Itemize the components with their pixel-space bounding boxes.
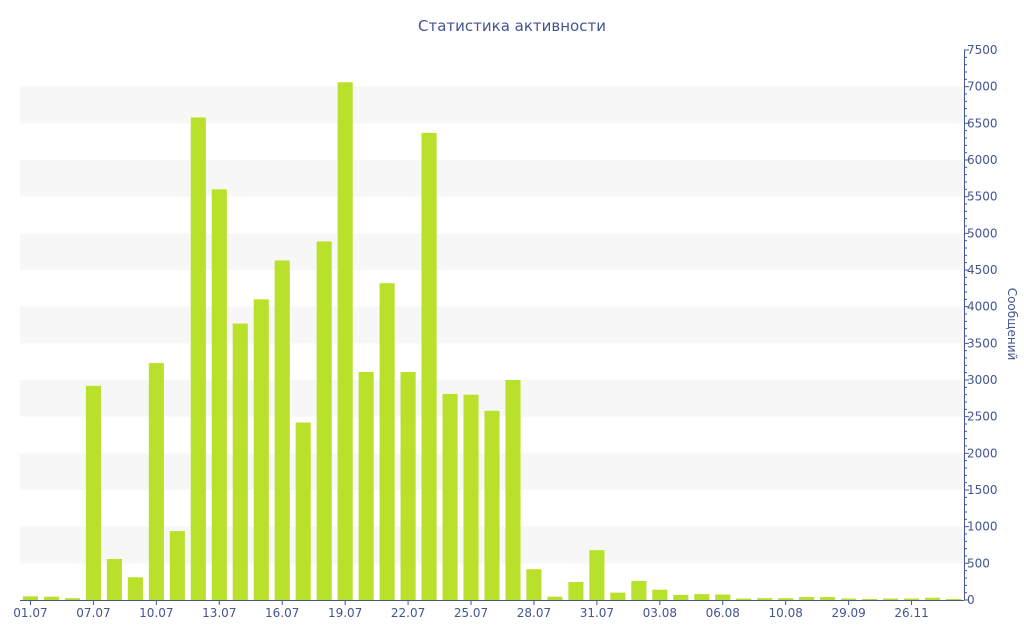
y-tick-label: 4500 — [967, 263, 998, 277]
x-tick-label: 22.07 — [391, 606, 425, 620]
bar — [589, 550, 605, 600]
y-axis: 0 500 1000 1500 2000 2500 3000 3500 4000 4500 5000… — [964, 43, 998, 607]
y-tick-label: 2500 — [967, 410, 998, 424]
bar — [64, 598, 80, 600]
bar — [715, 594, 731, 600]
bar — [337, 82, 353, 601]
bar — [316, 241, 332, 600]
y-tick-label: 1000 — [967, 520, 998, 534]
x-tick-label: 13.07 — [202, 606, 236, 620]
x-tick-label: 10.08 — [769, 606, 803, 620]
bar — [757, 598, 773, 600]
x-tick-label: 01.07 — [13, 606, 47, 620]
bar — [505, 380, 521, 600]
bar — [169, 531, 185, 600]
bar — [148, 363, 164, 600]
y-tick-label: 0 — [967, 593, 975, 607]
y-tick-label: 7500 — [967, 43, 998, 57]
bar — [945, 598, 962, 600]
bar — [610, 592, 626, 600]
bar — [463, 394, 479, 600]
bar — [22, 596, 39, 600]
grid-band — [20, 380, 964, 417]
y-tick-label: 3000 — [967, 373, 998, 387]
x-tick-label: 07.07 — [76, 606, 110, 620]
bar — [379, 283, 395, 600]
bars-group — [22, 82, 962, 601]
bar — [547, 596, 563, 600]
bar — [400, 371, 416, 600]
x-tick-label: 25.07 — [454, 606, 488, 620]
y-tick-label: 3500 — [967, 336, 998, 350]
y-tick-label: 1500 — [967, 483, 998, 497]
bar — [127, 577, 143, 600]
bar — [43, 596, 60, 600]
bar — [631, 580, 647, 600]
grid-band — [20, 306, 964, 344]
bar — [484, 410, 500, 600]
bar — [85, 385, 101, 600]
grid-band — [20, 86, 964, 124]
x-tick-label: 19.07 — [328, 606, 362, 620]
bar — [106, 558, 122, 600]
bar — [295, 422, 311, 600]
y-tick-label: 500 — [967, 556, 990, 570]
bar — [820, 597, 836, 600]
bar — [904, 598, 920, 600]
bar — [568, 582, 584, 600]
grid-band — [20, 160, 964, 197]
y-tick-label: 5000 — [967, 226, 998, 240]
bar — [274, 260, 290, 600]
bar — [442, 393, 458, 600]
bar — [841, 598, 857, 600]
x-tick-label: 28.07 — [517, 606, 551, 620]
x-tick-label: 10.07 — [139, 606, 173, 620]
bar — [799, 597, 815, 600]
bar — [883, 598, 899, 600]
bar — [862, 598, 878, 600]
y-tick-label: 6500 — [967, 116, 998, 130]
y-tick-label: 6000 — [967, 153, 998, 167]
chart-title: Статистика активности — [418, 17, 606, 35]
bar — [526, 569, 542, 600]
bar — [253, 299, 269, 600]
bar — [694, 594, 710, 600]
bar — [190, 117, 206, 600]
y-axis-label: Сообщений — [1005, 288, 1019, 361]
x-axis: 01.07 07.07 10.07 13.07 16.07 19.07 22.07 25.07… — [13, 600, 964, 620]
x-tick-label: 26.11 — [894, 606, 928, 620]
x-tick-label: 29.09 — [831, 606, 865, 620]
grid-bands — [20, 86, 964, 564]
bar — [211, 189, 227, 601]
y-tick-label: 5500 — [967, 190, 998, 204]
bar — [736, 598, 752, 600]
y-tick-label: 2000 — [967, 446, 998, 460]
x-tick-label: 16.07 — [265, 606, 299, 620]
y-tick-label: 4000 — [967, 300, 998, 314]
x-tick-label: 06.08 — [706, 606, 740, 620]
bar — [421, 132, 437, 600]
y-tick-label: 7000 — [967, 80, 998, 94]
bar — [924, 597, 941, 600]
bar — [673, 594, 689, 600]
grid-band — [20, 233, 964, 270]
x-tick-label: 03.08 — [643, 606, 677, 620]
bar — [652, 589, 668, 600]
x-tick-label: 31.07 — [580, 606, 614, 620]
bar — [778, 598, 794, 600]
bar — [232, 323, 248, 600]
bar — [358, 371, 374, 600]
